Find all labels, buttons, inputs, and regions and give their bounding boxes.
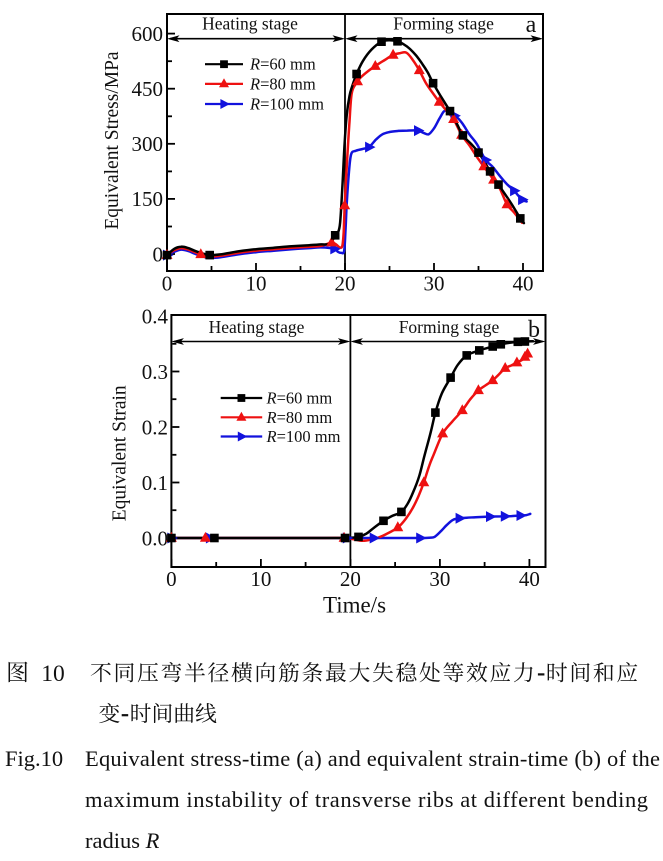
svg-text:radius R: radius R bbox=[85, 828, 160, 853]
svg-text:30: 30 bbox=[429, 567, 450, 591]
svg-text:Forming stage: Forming stage bbox=[393, 13, 494, 33]
svg-text:Heating stage: Heating stage bbox=[202, 13, 298, 33]
svg-text:Heating stage: Heating stage bbox=[209, 317, 305, 337]
svg-text:600: 600 bbox=[132, 22, 164, 46]
svg-text:Equivalent stress-time (a) and: Equivalent stress-time (a) and equivalen… bbox=[85, 746, 660, 771]
svg-text:450: 450 bbox=[132, 77, 164, 101]
svg-text:R=60 mm: R=60 mm bbox=[266, 389, 333, 408]
svg-text:150: 150 bbox=[132, 187, 164, 211]
svg-text:40: 40 bbox=[519, 567, 540, 591]
svg-text:0.0: 0.0 bbox=[142, 526, 168, 550]
svg-text:300: 300 bbox=[132, 132, 164, 156]
svg-text:R=100 mm: R=100 mm bbox=[249, 95, 324, 114]
svg-text:20: 20 bbox=[340, 567, 361, 591]
svg-text:R=80 mm: R=80 mm bbox=[249, 74, 316, 93]
svg-text:maximum instability of transve: maximum instability of transverse ribs a… bbox=[85, 787, 648, 812]
svg-text:Forming stage: Forming stage bbox=[399, 317, 500, 337]
svg-text:10: 10 bbox=[246, 272, 267, 296]
svg-text:R=100 mm: R=100 mm bbox=[266, 427, 341, 446]
svg-text:10: 10 bbox=[41, 661, 65, 687]
svg-text:0: 0 bbox=[153, 242, 164, 266]
svg-text:0.4: 0.4 bbox=[142, 304, 169, 328]
svg-text:Equivalent Stress/MPa: Equivalent Stress/MPa bbox=[102, 51, 123, 230]
svg-text:0: 0 bbox=[162, 272, 173, 296]
svg-text:Fig.10: Fig.10 bbox=[5, 746, 63, 771]
svg-text:30: 30 bbox=[424, 272, 445, 296]
svg-text:0.2: 0.2 bbox=[142, 415, 168, 439]
svg-text:a: a bbox=[526, 12, 537, 38]
svg-text:20: 20 bbox=[335, 272, 356, 296]
svg-text:0: 0 bbox=[166, 567, 177, 591]
svg-text:0.1: 0.1 bbox=[142, 471, 168, 495]
svg-text:Equivalent Strain: Equivalent Strain bbox=[109, 385, 130, 521]
svg-text:R=80 mm: R=80 mm bbox=[266, 408, 333, 427]
svg-text:10: 10 bbox=[250, 567, 271, 591]
svg-text:b: b bbox=[528, 317, 540, 343]
svg-text:0.3: 0.3 bbox=[142, 360, 168, 384]
svg-text:40: 40 bbox=[513, 272, 534, 296]
svg-text:Time/s: Time/s bbox=[323, 593, 386, 618]
svg-text:R=60 mm: R=60 mm bbox=[249, 55, 316, 74]
